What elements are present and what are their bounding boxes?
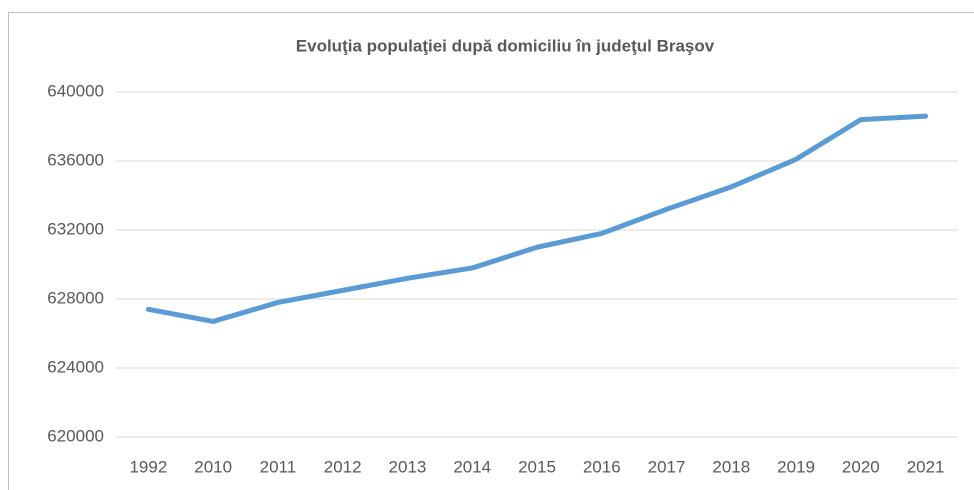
y-tick-label: 620000 <box>47 426 104 445</box>
x-tick-label: 2016 <box>583 457 621 476</box>
x-tick-label: 2015 <box>518 457 556 476</box>
x-tick-label: 2019 <box>777 457 815 476</box>
x-tick-label: 2011 <box>260 457 297 476</box>
chart-title: Evoluţia populaţiei după domiciliu în ju… <box>296 36 715 55</box>
y-tick-label: 632000 <box>47 219 104 238</box>
y-tick-label: 640000 <box>47 81 104 100</box>
x-tick-label: 2020 <box>842 457 880 476</box>
y-tick-label: 624000 <box>47 357 104 376</box>
x-tick-label: 2012 <box>324 457 362 476</box>
data-line <box>145 113 929 324</box>
x-tick-label: 2017 <box>648 457 686 476</box>
x-tick-label: 2010 <box>194 457 232 476</box>
x-tick-label: 2018 <box>712 457 750 476</box>
chart-frame <box>8 12 974 490</box>
x-tick-label: 2013 <box>389 457 427 476</box>
x-tick-label: 1992 <box>129 457 167 476</box>
y-tick-label: 636000 <box>47 150 104 169</box>
y-tick-label: 628000 <box>47 288 104 307</box>
x-tick-label: 2014 <box>453 457 491 476</box>
x-tick-label: 2021 <box>907 457 945 476</box>
